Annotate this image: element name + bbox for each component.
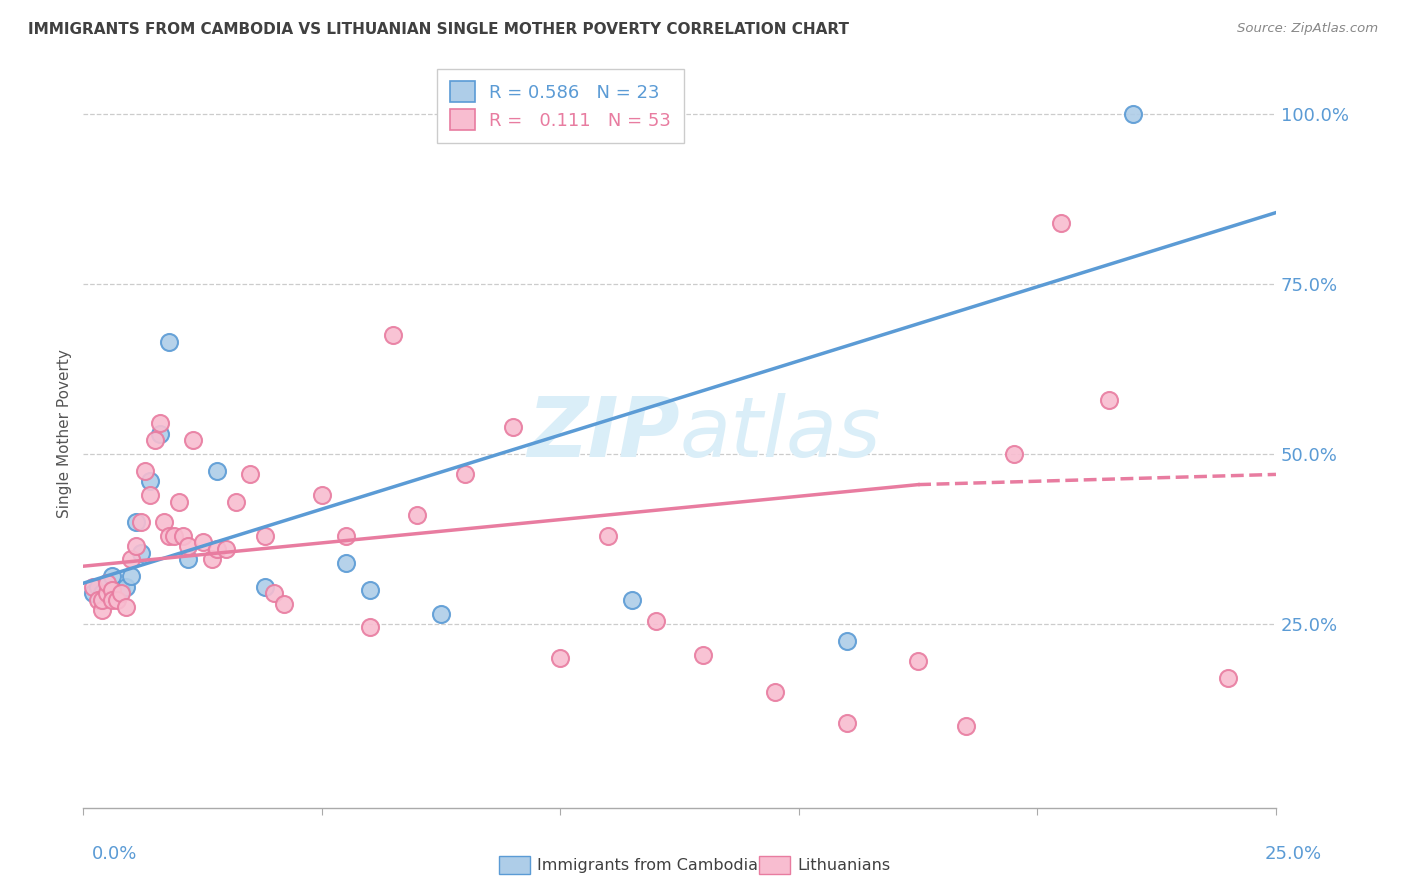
Point bbox=[359, 620, 381, 634]
Point bbox=[201, 552, 224, 566]
Text: Immigrants from Cambodia: Immigrants from Cambodia bbox=[537, 858, 758, 872]
Point bbox=[110, 586, 132, 600]
Y-axis label: Single Mother Poverty: Single Mother Poverty bbox=[58, 349, 72, 518]
Point bbox=[311, 488, 333, 502]
Point bbox=[134, 464, 156, 478]
Point bbox=[907, 654, 929, 668]
Text: IMMIGRANTS FROM CAMBODIA VS LITHUANIAN SINGLE MOTHER POVERTY CORRELATION CHART: IMMIGRANTS FROM CAMBODIA VS LITHUANIAN S… bbox=[28, 22, 849, 37]
Legend: R = 0.586   N = 23, R =   0.111   N = 53: R = 0.586 N = 23, R = 0.111 N = 53 bbox=[437, 69, 683, 143]
Point bbox=[96, 576, 118, 591]
Point bbox=[359, 582, 381, 597]
Point bbox=[91, 603, 114, 617]
Point bbox=[215, 542, 238, 557]
Point bbox=[157, 334, 180, 349]
Point bbox=[835, 715, 858, 730]
Point bbox=[955, 719, 977, 733]
Point bbox=[177, 539, 200, 553]
Point bbox=[163, 528, 186, 542]
Point bbox=[1098, 392, 1121, 407]
Point bbox=[125, 515, 148, 529]
Text: ZIP: ZIP bbox=[527, 393, 679, 475]
Point bbox=[120, 569, 142, 583]
Point bbox=[91, 586, 114, 600]
Point bbox=[153, 515, 176, 529]
Text: 0.0%: 0.0% bbox=[91, 845, 136, 863]
Text: atlas: atlas bbox=[679, 393, 882, 475]
Point bbox=[101, 582, 124, 597]
Point bbox=[1122, 107, 1144, 121]
Point bbox=[1218, 672, 1240, 686]
Point bbox=[96, 576, 118, 591]
Point bbox=[143, 434, 166, 448]
Point bbox=[191, 535, 214, 549]
Point bbox=[149, 426, 172, 441]
Point bbox=[82, 580, 104, 594]
Point bbox=[253, 528, 276, 542]
Point bbox=[225, 494, 247, 508]
Point bbox=[763, 685, 786, 699]
Point bbox=[115, 600, 138, 615]
Point bbox=[96, 586, 118, 600]
Point bbox=[335, 528, 357, 542]
Point bbox=[253, 580, 276, 594]
Point bbox=[177, 552, 200, 566]
Point bbox=[172, 528, 194, 542]
Point bbox=[406, 508, 429, 523]
Point bbox=[110, 582, 132, 597]
Point bbox=[502, 419, 524, 434]
Point bbox=[120, 552, 142, 566]
Point bbox=[430, 607, 453, 621]
Point bbox=[620, 593, 643, 607]
Point bbox=[167, 494, 190, 508]
Text: 25.0%: 25.0% bbox=[1264, 845, 1322, 863]
Point bbox=[125, 539, 148, 553]
Point bbox=[101, 593, 124, 607]
Point bbox=[550, 651, 572, 665]
Point bbox=[596, 528, 619, 542]
Point bbox=[86, 580, 108, 594]
Point bbox=[239, 467, 262, 482]
Point bbox=[105, 593, 128, 607]
Point bbox=[105, 586, 128, 600]
Point bbox=[129, 546, 152, 560]
Point bbox=[115, 580, 138, 594]
Point bbox=[692, 648, 714, 662]
Text: Lithuanians: Lithuanians bbox=[797, 858, 890, 872]
Point bbox=[91, 593, 114, 607]
Point bbox=[273, 597, 295, 611]
Point bbox=[86, 593, 108, 607]
Point bbox=[149, 417, 172, 431]
Point bbox=[382, 328, 405, 343]
Point bbox=[82, 586, 104, 600]
Point bbox=[129, 515, 152, 529]
Point bbox=[205, 464, 228, 478]
Point bbox=[1050, 216, 1073, 230]
Point bbox=[101, 569, 124, 583]
Point bbox=[139, 488, 162, 502]
Point bbox=[205, 542, 228, 557]
Point bbox=[1002, 447, 1025, 461]
Text: Source: ZipAtlas.com: Source: ZipAtlas.com bbox=[1237, 22, 1378, 36]
Point bbox=[263, 586, 285, 600]
Point bbox=[644, 614, 666, 628]
Point bbox=[335, 556, 357, 570]
Point bbox=[454, 467, 477, 482]
Point bbox=[181, 434, 204, 448]
Point bbox=[835, 634, 858, 648]
Point bbox=[139, 474, 162, 488]
Point bbox=[157, 528, 180, 542]
